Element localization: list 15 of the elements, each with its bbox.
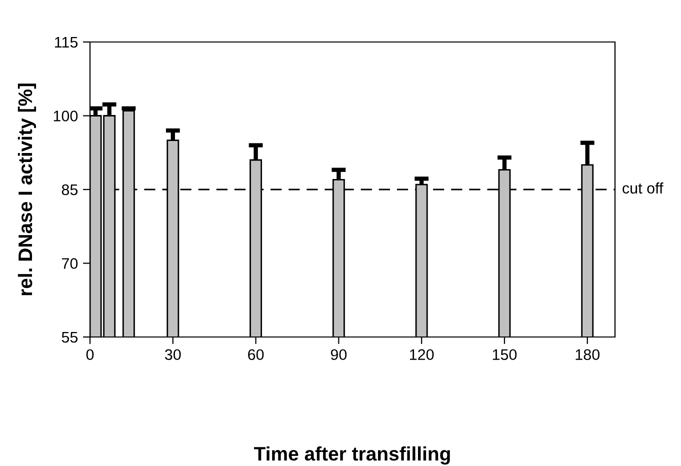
y-tick-label: 70 (62, 258, 78, 269)
y-axis-title: rel. DNase I activity [%] (18, 84, 36, 296)
x-tick-label: 60 (248, 349, 264, 360)
x-tick-label: 150 (492, 349, 517, 360)
x-tick-label: 0 (86, 349, 94, 360)
x-tick-label: 180 (576, 349, 600, 360)
x-tick-label: 90 (330, 349, 347, 360)
x-axis-title: Time after transfilling (254, 446, 450, 465)
y-tick-label: 55 (62, 332, 78, 343)
x-tick-label: 30 (164, 349, 181, 360)
y-tick-label: 100 (54, 110, 78, 122)
ref-line-label: cut off (622, 182, 664, 194)
x-tick-label: 120 (410, 349, 434, 360)
y-tick-label: 85 (62, 184, 78, 196)
y-tick-label: 115 (55, 37, 78, 48)
